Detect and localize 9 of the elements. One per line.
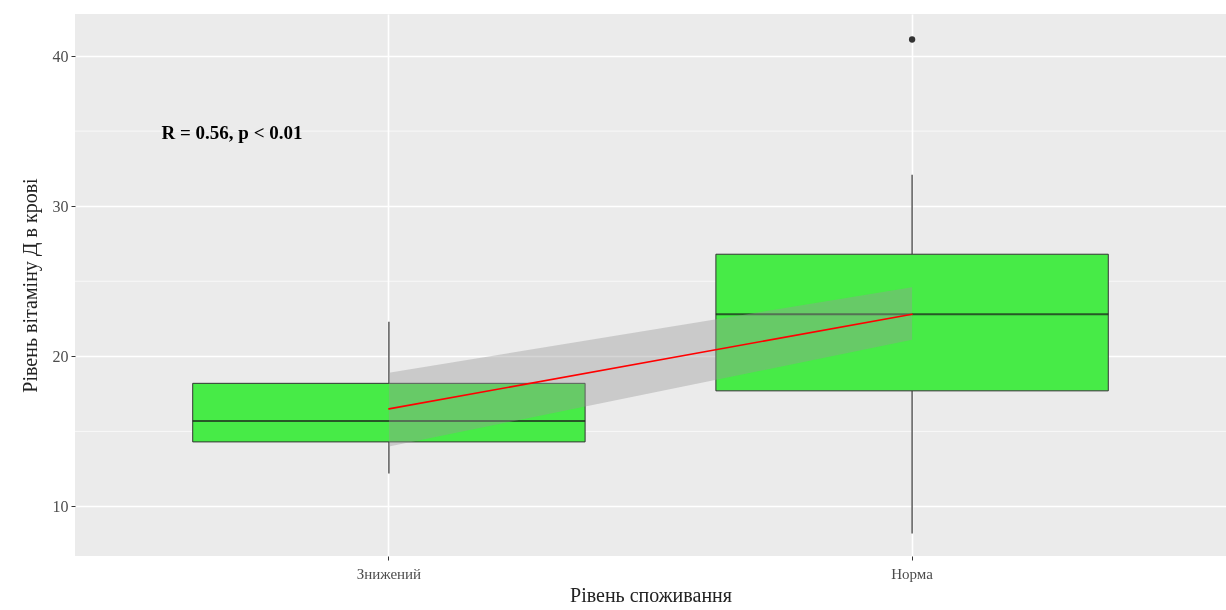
y-tick-label: 40 — [52, 47, 69, 65]
y-axis-title: Рівень вітаміну Д в крові — [18, 177, 42, 393]
y-tick-label: 20 — [52, 347, 69, 365]
y-tick-label: 10 — [52, 497, 69, 515]
x-tick-label: Норма — [891, 565, 934, 582]
annotation: R = 0.56, p < 0.01 — [161, 122, 303, 143]
y-tick-label: 30 — [52, 197, 69, 215]
x-tick-label: Знижений — [356, 565, 422, 582]
x-axis-title: Рівень споживання — [570, 583, 732, 606]
